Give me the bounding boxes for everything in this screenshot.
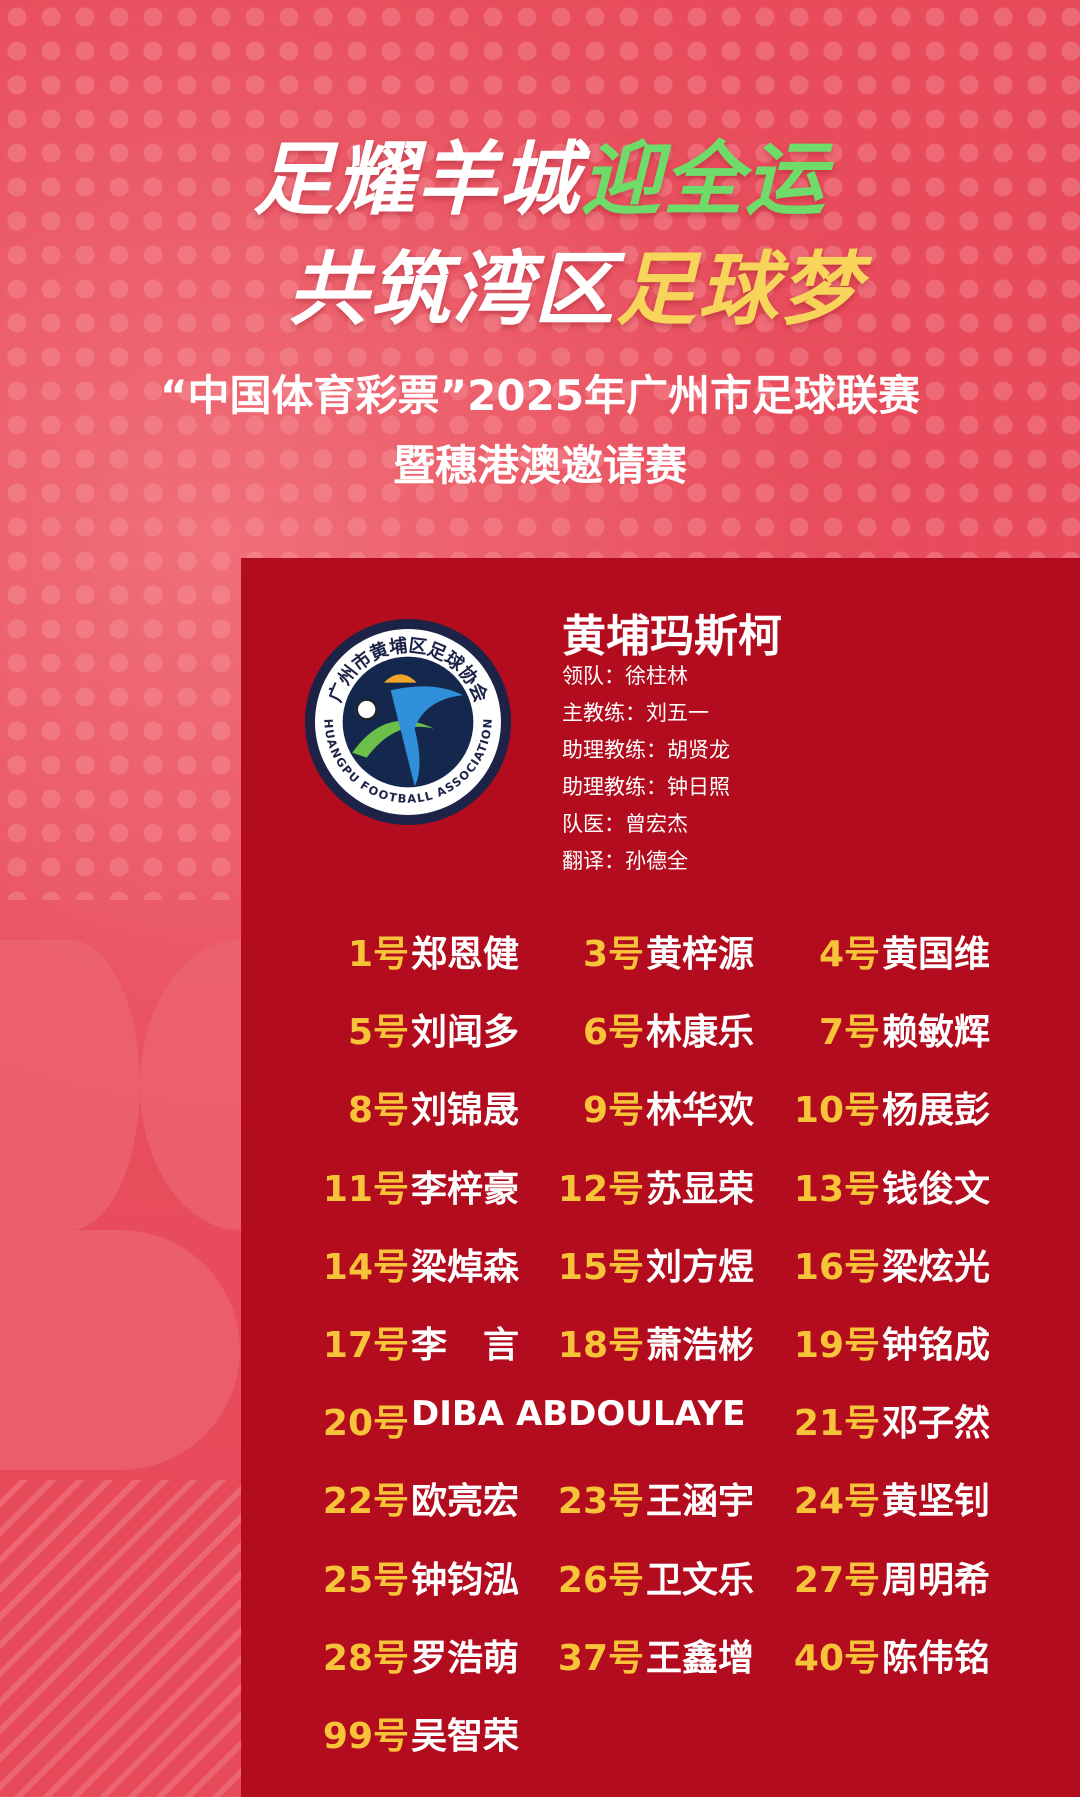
player-name: 罗浩萌: [411, 1637, 520, 1679]
player-number: 19号: [793, 1325, 880, 1366]
player-name: 钱俊文: [882, 1168, 991, 1210]
player-name: 欧亮宏: [411, 1481, 520, 1523]
staff-assistant-coach: 助理教练：钟日照: [562, 775, 730, 799]
player-name: 钟铭成: [882, 1325, 991, 1366]
player-name: 钟钧泓: [411, 1559, 520, 1601]
subtitle-1: “中国体育彩票”2025年广州市足球联赛: [159, 371, 921, 420]
player-name: 邓子然: [882, 1403, 991, 1445]
player-name: 杨展彭: [882, 1090, 991, 1132]
team-logo: 广州市黄埔区足球协会 HUANGPU FOOTBALL ASSOCIATION: [305, 619, 511, 825]
player-name: DIBA ABDOULAYE: [411, 1394, 746, 1435]
player-name: 苏显荣: [646, 1168, 755, 1210]
staff-assistant-coach: 助理教练：胡贤龙: [562, 738, 730, 762]
player-number: 10号: [793, 1090, 880, 1132]
player-name: 梁焯森: [411, 1246, 520, 1288]
player-number: 14号: [322, 1246, 409, 1288]
headline-line2: 共筑湾区足球梦: [288, 243, 862, 336]
player-number: 18号: [557, 1325, 644, 1366]
player-name: 刘锦晟: [411, 1090, 520, 1132]
player-number: 24号: [793, 1481, 880, 1523]
player-name: 林华欢: [646, 1090, 755, 1132]
zigzag-pattern: [0, 1480, 241, 1797]
player-number: 12号: [557, 1168, 644, 1210]
player-name: 王鑫增: [646, 1637, 755, 1679]
player-name: 黄国维: [882, 934, 991, 975]
player-number: 23号: [557, 1481, 644, 1523]
player-name: 刘方煜: [646, 1246, 755, 1288]
player-name: 黄梓源: [646, 934, 755, 975]
player-number: 6号: [582, 1012, 644, 1054]
player-number: 7号: [818, 1012, 880, 1054]
player-name: 黄坚钊: [882, 1481, 991, 1523]
player-number: 9号: [582, 1090, 644, 1132]
player-number: 17号: [322, 1325, 409, 1366]
player-number: 21号: [793, 1403, 880, 1445]
player-number: 26号: [557, 1559, 644, 1601]
player-name: 梁炫光: [882, 1246, 991, 1288]
staff-head-coach: 主教练：刘五一: [562, 701, 709, 725]
player-name: 卫文乐: [646, 1559, 755, 1601]
player-number: 8号: [347, 1090, 409, 1132]
player-name: 王涵宇: [646, 1481, 755, 1523]
player-name: 吴智荣: [411, 1716, 520, 1757]
player-name: 李梓豪: [411, 1168, 520, 1210]
player-name: 周明希: [882, 1559, 991, 1601]
player-number: 16号: [793, 1246, 880, 1288]
player-name: 林康乐: [646, 1012, 755, 1054]
player-number: 20号: [322, 1403, 409, 1445]
soccer-ball-icon: [356, 698, 378, 721]
headline-line1: 足耀羊城迎全运: [253, 133, 827, 226]
player-number: 1号: [347, 934, 409, 975]
player-number: 5号: [347, 1012, 409, 1054]
player-number: 40号: [793, 1637, 880, 1679]
player-name: 萧浩彬: [646, 1325, 755, 1366]
player-number: 37号: [557, 1637, 644, 1679]
player-number: 11号: [322, 1168, 409, 1210]
decor-circle: [0, 1230, 240, 1470]
player-name: 李 言: [411, 1325, 520, 1366]
player-number: 27号: [793, 1559, 880, 1601]
staff-translator: 翻译：孙德全: [562, 849, 688, 873]
player-number: 25号: [322, 1559, 409, 1601]
player-number: 28号: [322, 1637, 409, 1679]
player-number: 22号: [322, 1481, 409, 1523]
decor-circle: [0, 940, 140, 1230]
subtitle-2: 暨穗港澳邀请赛: [392, 441, 687, 490]
player-number: 4号: [818, 934, 880, 975]
player-number: 13号: [793, 1168, 880, 1210]
staff-leader: 领队：徐柱林: [562, 664, 688, 688]
player-name: 郑恩健: [411, 934, 520, 975]
player-number: 3号: [582, 934, 644, 975]
player-name: 赖敏辉: [882, 1012, 991, 1054]
player-number: 15号: [557, 1246, 644, 1288]
player-number: 99号: [322, 1716, 409, 1757]
team-name: 黄埔玛斯柯: [562, 611, 782, 662]
player-name: 陈伟铭: [882, 1637, 991, 1679]
staff-doctor: 队医：曾宏杰: [562, 812, 688, 836]
player-name: 刘闻多: [411, 1012, 520, 1054]
